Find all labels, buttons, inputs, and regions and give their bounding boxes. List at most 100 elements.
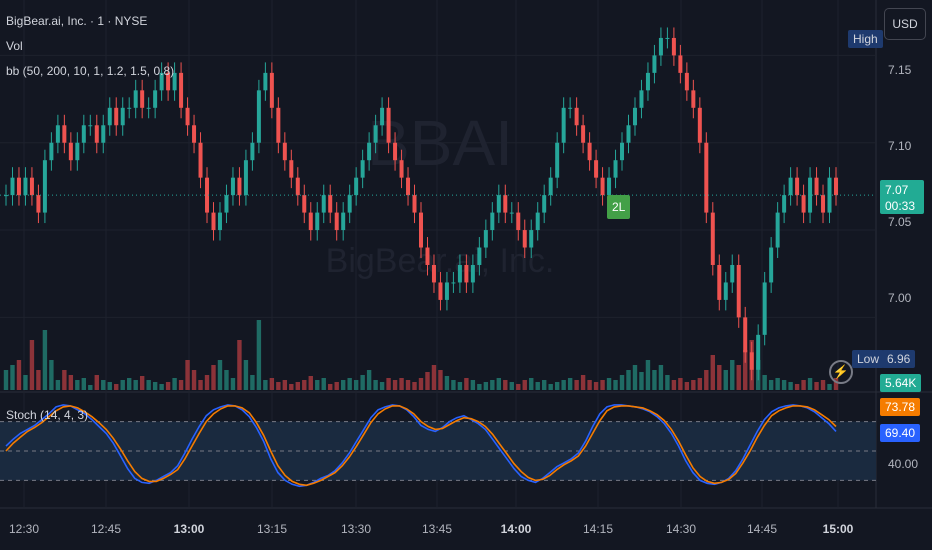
candle-body	[386, 107, 391, 143]
candle-body	[321, 195, 326, 213]
candle-body	[516, 212, 521, 231]
volume-bar	[736, 365, 741, 390]
volume-bar	[289, 384, 294, 390]
volume-bar	[399, 378, 404, 390]
candle-body	[600, 177, 605, 196]
candle-body	[490, 212, 495, 231]
time-tick: 15:00	[822, 522, 854, 536]
volume-bar	[139, 376, 145, 390]
candle-body	[496, 195, 501, 213]
volume-bar	[263, 380, 268, 390]
candle-body	[723, 282, 728, 300]
volume-bar	[444, 376, 450, 390]
candle-body	[62, 125, 67, 143]
volume-bar	[717, 365, 722, 390]
volume-bar	[412, 382, 417, 390]
volume-bar	[101, 380, 106, 390]
price-tick: 7.15	[888, 63, 912, 77]
volume-bar	[328, 384, 333, 390]
volume-bar	[496, 378, 502, 390]
candle-body	[438, 282, 443, 300]
volume-indicator-label[interactable]: Vol	[6, 39, 23, 53]
candle-body	[107, 107, 112, 126]
candle-body	[4, 195, 8, 197]
candle-body	[146, 107, 151, 109]
candle-body	[256, 90, 261, 143]
time-tick: 14:15	[582, 522, 614, 536]
candle-body	[282, 142, 287, 161]
candle-body	[88, 125, 93, 127]
volume-bar	[613, 380, 618, 390]
bb-indicator-label[interactable]: bb (50, 200, 10, 1, 1.2, 1.5, 0.8)	[6, 64, 175, 78]
candle-body	[535, 212, 540, 231]
candle-body	[354, 177, 359, 196]
volume-bar	[308, 376, 313, 390]
candle-body	[775, 212, 780, 248]
candle-body	[380, 107, 385, 126]
candle-body	[795, 177, 800, 196]
candle-body	[140, 90, 145, 108]
volume-bar	[211, 365, 216, 390]
volume-bar	[820, 380, 826, 390]
candle-body	[730, 264, 735, 283]
volume-bar	[159, 384, 164, 390]
candle-body	[334, 212, 339, 231]
time-tick: 14:00	[500, 522, 532, 536]
candle-body	[341, 212, 346, 231]
volume-bar	[522, 380, 527, 390]
volume-bar	[554, 382, 560, 390]
stoch-indicator-label[interactable]: Stoch (14, 4, 3)	[6, 408, 89, 422]
volume-bar	[269, 378, 275, 390]
candle-body	[198, 142, 203, 178]
volume-bar	[418, 378, 424, 390]
candle-body	[179, 72, 184, 108]
volume-bar	[75, 380, 80, 390]
candle-body	[153, 90, 158, 108]
candle-body	[360, 160, 365, 178]
volume-badge: 5.64K	[880, 374, 922, 392]
candle-body	[399, 160, 404, 178]
volume-bar	[697, 378, 703, 390]
volume-bar	[88, 385, 93, 390]
candle-body	[49, 142, 54, 161]
volume-bar	[509, 382, 514, 390]
candle-body	[710, 212, 715, 265]
volume-bar	[580, 375, 586, 390]
candle-body	[302, 195, 307, 213]
candle-body	[81, 125, 86, 143]
alert-icon[interactable]: ⚡	[829, 360, 853, 384]
volume-bar	[334, 382, 339, 390]
candle-body	[29, 177, 34, 196]
volume-bar	[574, 380, 579, 390]
candle-body	[444, 282, 449, 300]
time-tick: 12:45	[90, 522, 122, 536]
watermark-ticker: BBAI	[367, 107, 513, 179]
candle-body	[509, 212, 514, 214]
volume-bar	[282, 380, 288, 390]
volume-bar	[366, 370, 372, 390]
candle-body	[697, 107, 702, 143]
volume-bar	[49, 360, 54, 390]
volume-bar	[587, 380, 592, 390]
volume-bar	[392, 380, 398, 390]
candle-body	[704, 142, 709, 213]
candle-body	[172, 72, 177, 91]
candle-body	[36, 195, 41, 213]
candle-body	[393, 142, 398, 161]
volume-bar	[665, 375, 670, 390]
volume-bar	[788, 382, 793, 390]
high-badge: High	[848, 30, 883, 48]
signal-marker[interactable]: 2L	[607, 195, 631, 219]
volume-bar	[55, 380, 61, 390]
candle-body	[159, 72, 164, 91]
candle-body	[250, 142, 255, 161]
candle-body	[743, 317, 748, 353]
currency-button[interactable]: USD	[884, 8, 926, 40]
volume-bar	[224, 370, 229, 390]
volume-bar	[198, 380, 203, 390]
candle-body	[192, 125, 197, 143]
volume-bar	[237, 340, 242, 390]
volume-bar	[3, 370, 9, 390]
candle-body	[289, 160, 294, 178]
